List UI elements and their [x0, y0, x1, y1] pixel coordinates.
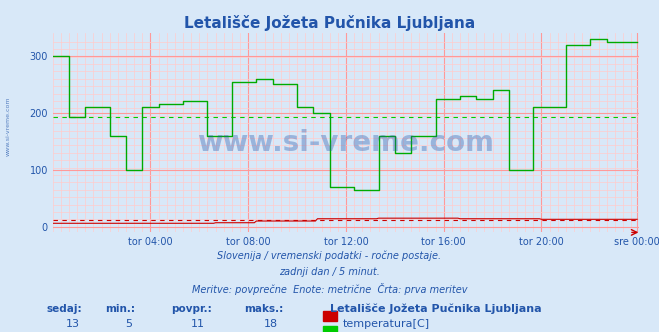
Bar — [323, 326, 337, 332]
Text: zadnji dan / 5 minut.: zadnji dan / 5 minut. — [279, 267, 380, 277]
Text: Meritve: povprečne  Enote: metrične  Črta: prva meritev: Meritve: povprečne Enote: metrične Črta:… — [192, 283, 467, 294]
Text: maks.:: maks.: — [244, 304, 283, 314]
Text: Letališče Jožeta Pučnika Ljubljana: Letališče Jožeta Pučnika Ljubljana — [184, 15, 475, 31]
Text: min.:: min.: — [105, 304, 136, 314]
Text: povpr.:: povpr.: — [171, 304, 212, 314]
Text: 18: 18 — [264, 319, 277, 329]
Text: sedaj:: sedaj: — [46, 304, 82, 314]
Bar — [323, 311, 337, 321]
Text: temperatura[C]: temperatura[C] — [343, 319, 430, 329]
Text: Letališče Jožeta Pučnika Ljubljana: Letališče Jožeta Pučnika Ljubljana — [330, 304, 541, 314]
Text: 5: 5 — [125, 319, 132, 329]
Text: Slovenija / vremenski podatki - ročne postaje.: Slovenija / vremenski podatki - ročne po… — [217, 251, 442, 261]
Text: www.si-vreme.com: www.si-vreme.com — [5, 96, 11, 156]
Text: 11: 11 — [191, 319, 205, 329]
Text: 13: 13 — [66, 319, 80, 329]
Text: www.si-vreme.com: www.si-vreme.com — [198, 129, 494, 157]
